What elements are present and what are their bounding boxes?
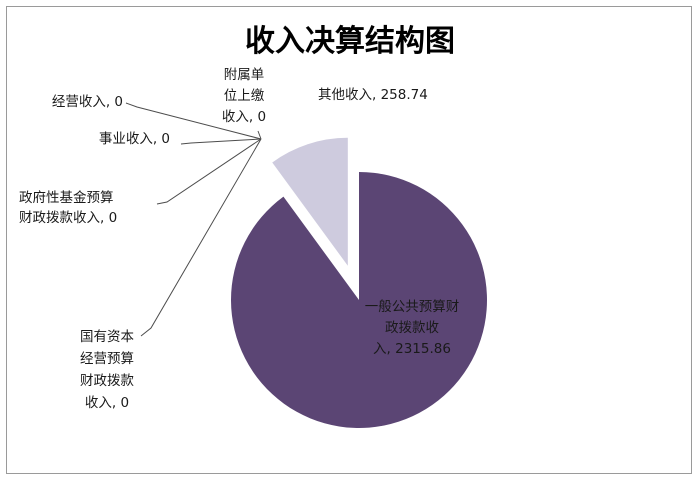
pie-chart: 收入决算结构图 一般公共预算财政拨款收入, 2315.86 其他收入, 258.7… — [19, 24, 487, 429]
slice-data-label: 政府性基金预算财政拨款收入, 0 — [19, 189, 117, 226]
slice-data-label: 一般公共预算财政拨款收入, 2315.86 — [365, 299, 460, 357]
slice-data-label-line: 其他收入, 258.74 — [318, 87, 428, 103]
label-leader-line — [257, 130, 262, 140]
slice-data-label-line: 财政拨款收入, 0 — [19, 210, 117, 226]
slice-data-label-line: 收入, 0 — [85, 395, 129, 411]
label-leader-line — [140, 138, 262, 337]
slice-data-label: 其他收入, 258.74 — [318, 87, 428, 103]
slice-data-label-line: 收入, 0 — [222, 109, 266, 125]
pie-slice — [272, 137, 348, 266]
slice-data-label: 事业收入, 0 — [99, 131, 170, 147]
slice-data-label-line: 附属单 — [224, 67, 265, 83]
chart-frame: 收入决算结构图 一般公共预算财政拨款收入, 2315.86 其他收入, 258.7… — [6, 6, 692, 474]
slice-data-label-line: 经营收入, 0 — [52, 94, 123, 110]
slice-data-label-line: 政府性基金预算 — [19, 189, 114, 206]
slice-data-label-line: 财政拨款 — [80, 373, 134, 389]
label-leader-line — [180, 138, 262, 145]
slice-data-label-line: 国有资本 — [80, 329, 134, 345]
label-leader-line — [156, 138, 262, 205]
chart-title: 收入决算结构图 — [245, 24, 455, 59]
slice-data-label-line: 入, 2315.86 — [373, 341, 451, 357]
slice-data-label-line: 位上缴 — [224, 88, 265, 104]
slice-data-label-line: 事业收入, 0 — [99, 131, 170, 147]
slice-data-label: 经营收入, 0 — [52, 94, 123, 110]
slice-data-label-line: 政拨款收 — [385, 320, 439, 336]
label-leader-line — [125, 102, 262, 140]
slice-data-label: 国有资本经营预算财政拨款收入, 0 — [80, 329, 134, 411]
slice-data-label-line: 经营预算 — [80, 351, 134, 367]
pie-slice — [231, 172, 487, 429]
slice-data-label-line: 一般公共预算财 — [365, 299, 460, 315]
slice-data-label: 附属单位上缴收入, 0 — [222, 67, 266, 125]
